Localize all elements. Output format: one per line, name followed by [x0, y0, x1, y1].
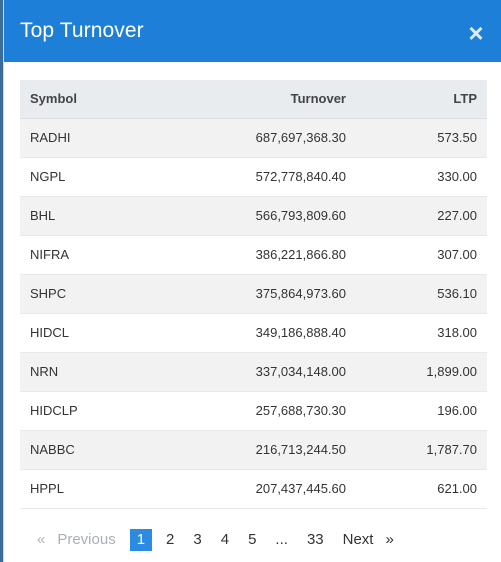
cell-ltp: 318.00: [356, 313, 487, 353]
cell-turnover: 216,713,244.50: [180, 430, 356, 470]
cell-symbol: SHPC: [20, 274, 180, 314]
cell-symbol: NABBC: [20, 430, 180, 470]
turnover-table: Symbol Turnover LTP RADHI 687,697,368.30…: [20, 80, 487, 509]
cell-symbol: HIDCL: [20, 313, 180, 353]
cell-ltp: 196.00: [356, 391, 487, 431]
cell-ltp: 1,787.70: [356, 430, 487, 470]
table-row: RADHI 687,697,368.30 573.50: [20, 118, 487, 158]
close-icon[interactable]: ×: [468, 18, 484, 48]
cell-ltp: 227.00: [356, 196, 487, 236]
modal-header: Top Turnover ×: [4, 0, 501, 62]
page-button-1[interactable]: 1: [129, 528, 153, 551]
table-row: SHPC 375,864,973.60 536.10: [20, 274, 487, 314]
cell-turnover: 349,186,888.40: [180, 313, 356, 353]
cell-turnover: 572,778,840.40: [180, 157, 356, 197]
page-button-33[interactable]: 33: [306, 530, 324, 548]
page-ellipsis: ...: [275, 530, 288, 548]
cell-turnover: 337,034,148.00: [180, 352, 356, 392]
cell-ltp: 573.50: [356, 118, 487, 158]
prev-arrow-icon: «: [37, 530, 46, 548]
cell-symbol: NIFRA: [20, 235, 180, 275]
cell-ltp: 536.10: [356, 274, 487, 314]
header-turnover[interactable]: Turnover: [180, 80, 356, 119]
table-header-row: Symbol Turnover LTP: [20, 80, 487, 119]
page-button-5[interactable]: 5: [248, 530, 257, 548]
cell-turnover: 207,437,445.60: [180, 469, 356, 509]
table-row: NIFRA 386,221,866.80 307.00: [20, 235, 487, 275]
next-arrow-icon[interactable]: »: [385, 530, 394, 548]
cell-turnover: 687,697,368.30: [180, 118, 356, 158]
cell-turnover: 375,864,973.60: [180, 274, 356, 314]
cell-symbol: NRN: [20, 352, 180, 392]
page-button-3[interactable]: 3: [193, 530, 202, 548]
cell-symbol: RADHI: [20, 118, 180, 158]
pagination: « Previous 1 2 3 4 5 ... 33 Next »: [32, 528, 501, 552]
cell-ltp: 621.00: [356, 469, 487, 509]
header-symbol[interactable]: Symbol: [20, 80, 180, 119]
cell-turnover: 566,793,809.60: [180, 196, 356, 236]
cell-symbol: BHL: [20, 196, 180, 236]
table-row: HIDCLP 257,688,730.30 196.00: [20, 391, 487, 431]
cell-symbol: HIDCLP: [20, 391, 180, 431]
cell-symbol: HPPL: [20, 469, 180, 509]
cell-symbol: NGPL: [20, 157, 180, 197]
table-row: NGPL 572,778,840.40 330.00: [20, 157, 487, 197]
table-row: BHL 566,793,809.60 227.00: [20, 196, 487, 236]
next-button[interactable]: Next: [342, 530, 374, 548]
cell-ltp: 330.00: [356, 157, 487, 197]
table-row: NABBC 216,713,244.50 1,787.70: [20, 430, 487, 470]
cell-turnover: 386,221,866.80: [180, 235, 356, 275]
table-row: HPPL 207,437,445.60 621.00: [20, 469, 487, 509]
table-row: HIDCL 349,186,888.40 318.00: [20, 313, 487, 353]
modal-title: Top Turnover: [20, 19, 144, 42]
page-button-2[interactable]: 2: [166, 530, 175, 548]
page-button-4[interactable]: 4: [220, 530, 230, 548]
table-container: Symbol Turnover LTP RADHI 687,697,368.30…: [4, 62, 501, 509]
previous-button: Previous: [57, 530, 116, 548]
top-turnover-modal: Top Turnover × Symbol Turnover LTP RADHI…: [3, 0, 501, 562]
table-row: NRN 337,034,148.00 1,899.00: [20, 352, 487, 392]
header-ltp[interactable]: LTP: [356, 80, 487, 119]
cell-turnover: 257,688,730.30: [180, 391, 356, 431]
backdrop-sliver: [0, 0, 5, 562]
cell-ltp: 1,899.00: [356, 352, 487, 392]
cell-ltp: 307.00: [356, 235, 487, 275]
